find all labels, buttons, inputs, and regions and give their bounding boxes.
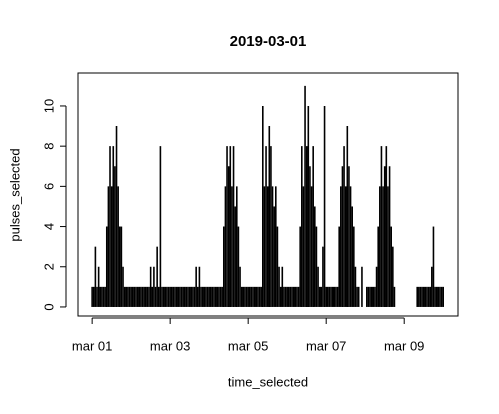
y-tick-label: 0 <box>41 303 56 310</box>
x-tick-label: mar 01 <box>72 338 112 353</box>
plot-box <box>77 72 459 317</box>
y-tick-label: 4 <box>41 223 56 230</box>
chart-title: 2019-03-01 <box>230 33 307 50</box>
x-axis-label: time_selected <box>228 374 308 389</box>
x-tick-label: mar 07 <box>306 338 346 353</box>
y-axis-label: pulses_selected <box>7 148 22 241</box>
y-tick-label: 10 <box>41 99 56 113</box>
y-tick-label: 2 <box>41 263 56 270</box>
y-tick-label: 6 <box>41 183 56 190</box>
x-tick-label: mar 05 <box>228 338 268 353</box>
y-tick-label: 8 <box>41 143 56 150</box>
x-tick-label: mar 09 <box>384 338 424 353</box>
x-tick-label: mar 03 <box>150 338 190 353</box>
